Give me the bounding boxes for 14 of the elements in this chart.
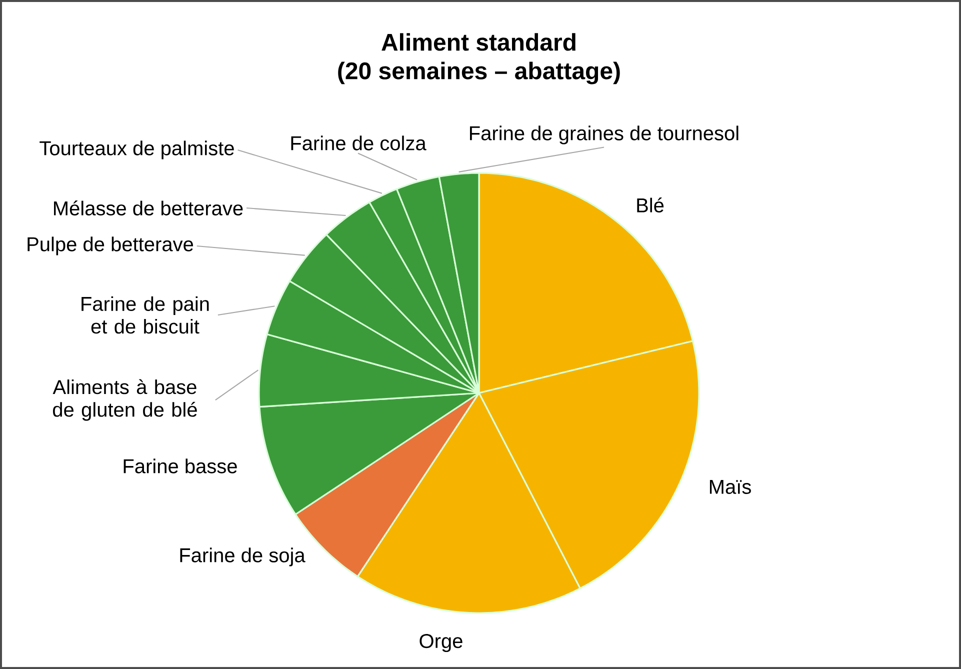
chart-title: Aliment standard bbox=[382, 33, 576, 51]
slice-label: Farine de soja bbox=[180, 548, 306, 566]
slice-label: Farine basse bbox=[124, 458, 237, 474]
slice-label: Farine de graines de tournesol bbox=[470, 126, 738, 144]
slice-label: Aliments à base de gluten de blé bbox=[52, 379, 197, 421]
slice-label: Maïs bbox=[710, 480, 751, 494]
slice-label: Farine de colza bbox=[291, 136, 426, 150]
slice-label: Orge bbox=[420, 634, 462, 652]
slice-label: Tourteaux de palmiste bbox=[40, 140, 234, 160]
slice-label: Mélasse de betterave bbox=[54, 200, 243, 216]
chart-subtitle: (20 semaines – abattage) bbox=[338, 62, 620, 84]
slice-label: Blé bbox=[637, 198, 664, 212]
slice-label: Farine de pain et de biscuit bbox=[82, 296, 209, 334]
slice-label: Pulpe de betterave bbox=[28, 236, 194, 256]
